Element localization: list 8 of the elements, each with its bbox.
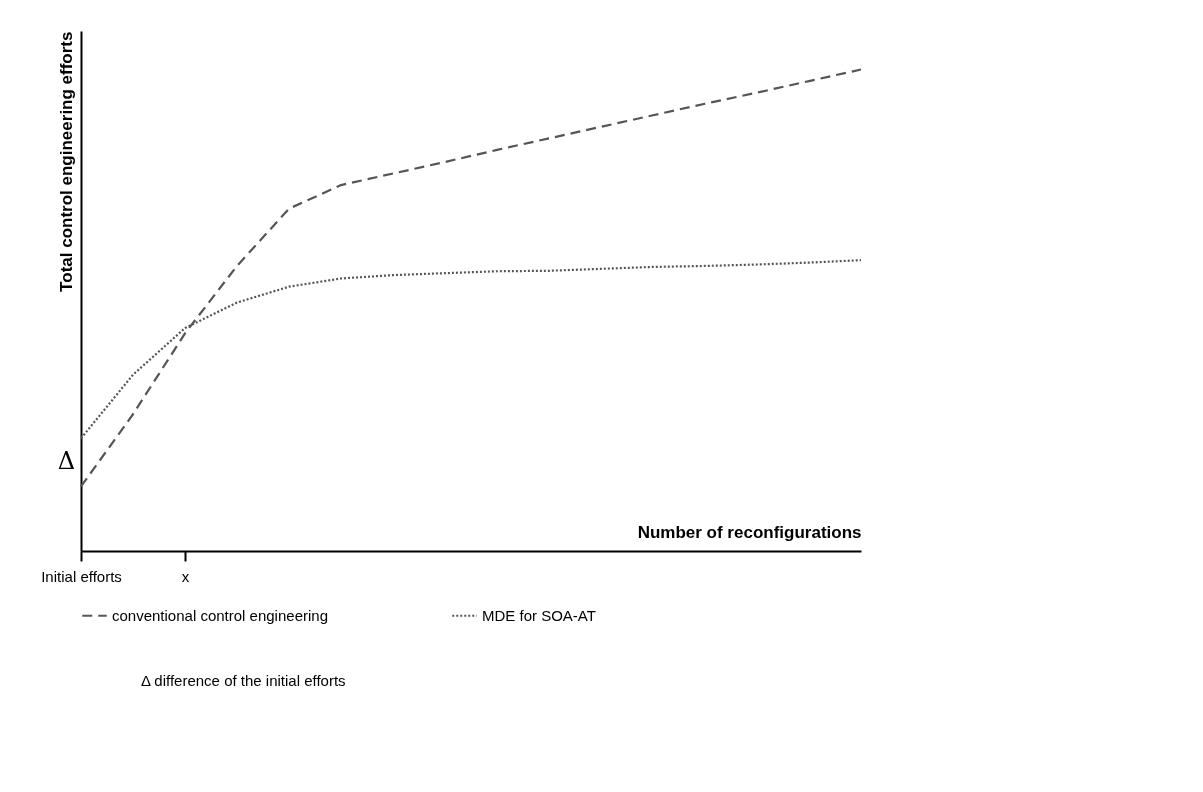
legend-label: MDE for SOA-AT	[482, 606, 596, 624]
y-axis-title: Total control engineering efforts	[56, 31, 76, 292]
x-tick-label: x	[181, 567, 190, 585]
x-axis-title: Number of reconfigurations	[637, 522, 862, 542]
text: Δ	[57, 447, 75, 475]
x-tick-label: Initial efforts	[41, 567, 122, 585]
legend-label: conventional control engineering	[112, 606, 328, 624]
text: Δ difference of the initial efforts	[141, 672, 346, 689]
